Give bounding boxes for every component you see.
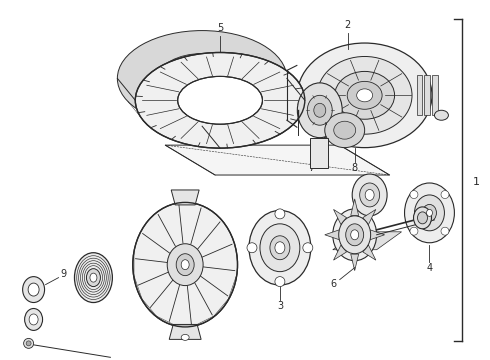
Ellipse shape xyxy=(260,224,300,272)
Circle shape xyxy=(410,190,418,199)
Ellipse shape xyxy=(270,236,290,260)
Circle shape xyxy=(303,243,313,253)
Circle shape xyxy=(275,276,285,287)
Circle shape xyxy=(275,209,285,219)
Circle shape xyxy=(26,341,31,346)
Ellipse shape xyxy=(435,110,448,120)
Polygon shape xyxy=(333,232,401,250)
Ellipse shape xyxy=(90,273,97,282)
Ellipse shape xyxy=(417,212,427,224)
Text: 5: 5 xyxy=(217,23,223,33)
Polygon shape xyxy=(370,230,385,240)
Ellipse shape xyxy=(422,204,437,221)
Polygon shape xyxy=(118,78,305,100)
Text: 8: 8 xyxy=(352,163,358,173)
Ellipse shape xyxy=(307,95,332,125)
Text: 9: 9 xyxy=(60,269,67,279)
Ellipse shape xyxy=(314,103,326,117)
Polygon shape xyxy=(334,210,346,225)
Ellipse shape xyxy=(86,269,100,287)
Text: 7: 7 xyxy=(309,163,315,173)
Circle shape xyxy=(24,338,34,348)
Bar xyxy=(416,75,422,115)
Ellipse shape xyxy=(357,89,372,102)
Ellipse shape xyxy=(181,260,189,270)
Ellipse shape xyxy=(178,76,263,124)
Text: 4: 4 xyxy=(426,263,433,273)
Circle shape xyxy=(441,227,449,235)
Ellipse shape xyxy=(176,254,194,276)
Circle shape xyxy=(441,190,449,199)
Ellipse shape xyxy=(347,81,382,109)
Bar xyxy=(433,75,439,115)
Ellipse shape xyxy=(405,183,454,243)
Ellipse shape xyxy=(29,314,38,325)
Bar xyxy=(424,75,431,115)
Ellipse shape xyxy=(275,242,285,254)
Ellipse shape xyxy=(335,71,394,119)
Ellipse shape xyxy=(24,309,43,330)
Ellipse shape xyxy=(334,121,356,139)
Text: 1: 1 xyxy=(473,177,480,187)
Ellipse shape xyxy=(352,174,387,216)
Polygon shape xyxy=(363,210,376,225)
Ellipse shape xyxy=(297,43,432,148)
Text: 6: 6 xyxy=(331,279,337,289)
Polygon shape xyxy=(171,190,199,205)
Ellipse shape xyxy=(181,334,189,340)
Polygon shape xyxy=(165,145,390,175)
Ellipse shape xyxy=(360,183,380,207)
Ellipse shape xyxy=(135,53,305,148)
Polygon shape xyxy=(351,199,359,216)
Ellipse shape xyxy=(365,189,374,201)
Text: 2: 2 xyxy=(344,19,351,30)
Polygon shape xyxy=(325,230,339,240)
Ellipse shape xyxy=(249,210,311,285)
Ellipse shape xyxy=(133,202,238,327)
Ellipse shape xyxy=(414,207,432,229)
Polygon shape xyxy=(169,324,201,339)
Circle shape xyxy=(247,243,257,253)
Ellipse shape xyxy=(28,283,39,296)
Ellipse shape xyxy=(297,83,342,138)
Ellipse shape xyxy=(333,209,377,261)
Ellipse shape xyxy=(158,54,246,103)
Circle shape xyxy=(410,227,418,235)
Ellipse shape xyxy=(346,224,364,246)
Ellipse shape xyxy=(167,244,203,285)
Text: 3: 3 xyxy=(277,301,283,311)
Ellipse shape xyxy=(23,276,45,302)
Polygon shape xyxy=(363,245,376,260)
Ellipse shape xyxy=(415,195,444,231)
Ellipse shape xyxy=(74,253,112,302)
Bar xyxy=(310,138,328,168)
Ellipse shape xyxy=(351,230,359,240)
Ellipse shape xyxy=(118,31,287,126)
Ellipse shape xyxy=(318,57,412,134)
Ellipse shape xyxy=(339,216,370,254)
Ellipse shape xyxy=(426,210,433,216)
Polygon shape xyxy=(334,245,346,260)
Polygon shape xyxy=(351,254,359,271)
Ellipse shape xyxy=(325,113,365,148)
